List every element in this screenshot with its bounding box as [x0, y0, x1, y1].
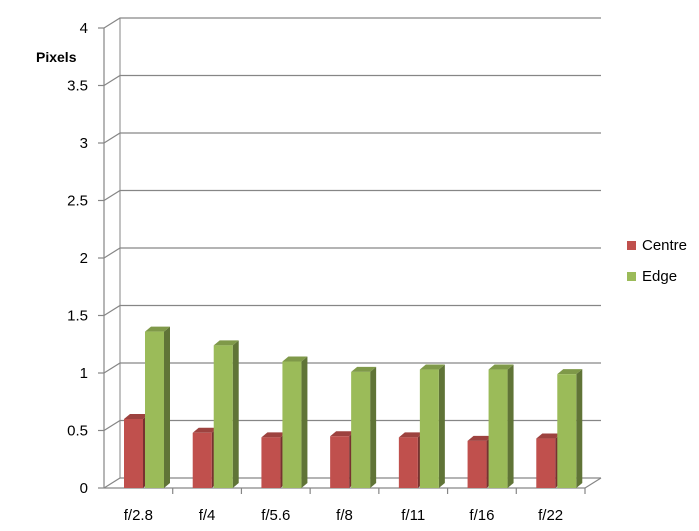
y-tick-label: 0.5: [67, 423, 88, 440]
bar-side: [438, 364, 445, 488]
bar-top: [419, 364, 445, 370]
y-tick-label: 4: [80, 20, 88, 37]
y-tick-label: 1.5: [67, 308, 88, 325]
legend-item-centre: Centre: [627, 237, 687, 254]
legend-item-edge: Edge: [627, 268, 677, 285]
gridline: [103, 17, 601, 29]
bar-top: [536, 433, 562, 439]
bar-front: [557, 374, 577, 488]
y-tick-label: 2: [80, 250, 88, 267]
y-tick-label: 0: [80, 480, 88, 497]
bar-top: [145, 326, 170, 332]
bar-top: [282, 356, 308, 362]
gridline: [103, 132, 601, 144]
y-tick-label: 3: [80, 135, 88, 152]
axes: [98, 18, 602, 494]
y-tick-label: 3.5: [67, 78, 88, 95]
y-axis-label: Pixels: [36, 49, 77, 65]
bar-top: [488, 364, 514, 370]
gridline: [103, 189, 601, 202]
legend-swatch: [627, 272, 636, 281]
x-tick-label: f/5.6: [261, 507, 290, 524]
legend: Centre Edge: [627, 237, 687, 285]
bar-top: [330, 431, 356, 437]
bar-top: [192, 427, 218, 433]
bar-top: [467, 435, 493, 441]
bar-front: [351, 371, 371, 488]
legend-swatch: [627, 241, 636, 250]
bar-side: [232, 340, 239, 488]
bar-side: [301, 356, 308, 488]
x-tick-label: f/4: [199, 507, 216, 524]
y-tick-label: 1: [80, 365, 88, 382]
bar-side: [164, 326, 170, 488]
bar-top: [351, 366, 377, 372]
bar-front: [213, 345, 233, 488]
bar-edge-5: [419, 364, 445, 488]
x-axis-ticks: f/2.8 f/4 f/5.6 f/8 f/11 f/16 f/22: [124, 507, 563, 524]
bar-side: [370, 366, 377, 488]
bar-top: [124, 414, 149, 419]
x-tick-label: f/22: [538, 507, 563, 524]
bar-front: [145, 331, 164, 488]
bar-edge-3: [282, 356, 308, 488]
gridline: [103, 247, 601, 259]
bar-edge-6: [488, 364, 514, 488]
y-tick-label: 2.5: [67, 193, 88, 210]
bar-front: [282, 361, 302, 488]
floor-edge: [584, 477, 602, 489]
bar-top: [398, 432, 424, 438]
bar-front: [192, 432, 212, 488]
bar-top: [557, 369, 583, 375]
gridline: [103, 304, 601, 317]
bar-front: [124, 419, 143, 488]
bar-front: [398, 437, 418, 488]
bar-side: [576, 369, 583, 488]
x-tick-label: f/16: [469, 507, 494, 524]
y-axis-ticks: 0 0.5 1 1.5 2 2.5 3 3.5 4: [67, 20, 88, 497]
gridline: [103, 74, 601, 87]
bar-edge-1: [145, 326, 170, 488]
bar-top: [213, 340, 239, 346]
bar-front: [488, 369, 508, 488]
bar-edge-2: [213, 340, 239, 488]
bar-edge-7: [557, 369, 583, 488]
x-tick-label: f/11: [401, 507, 425, 524]
bar-front: [261, 437, 281, 488]
bar-side: [507, 364, 514, 488]
bar-front: [419, 369, 439, 488]
bar-front: [330, 436, 350, 488]
x-tick-label: f/2.8: [124, 507, 153, 524]
bar-front: [536, 438, 556, 488]
bar-front: [467, 440, 487, 488]
bar-top: [261, 432, 287, 438]
bar-centre-6: [467, 435, 493, 488]
bars: [124, 326, 583, 488]
legend-label: Centre: [642, 237, 687, 254]
legend-label: Edge: [642, 268, 677, 285]
x-tick-label: f/8: [336, 507, 353, 524]
bar-edge-4: [351, 366, 377, 488]
